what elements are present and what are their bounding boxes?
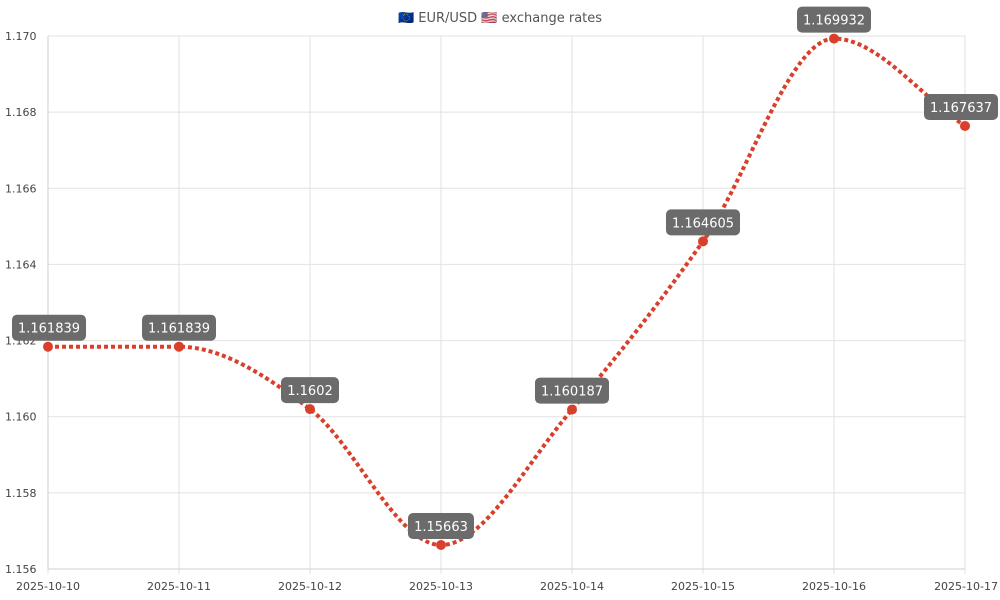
chart-title: 🇪🇺 EUR/USD 🇺🇸 exchange rates xyxy=(398,11,602,26)
data-point[interactable] xyxy=(829,33,839,44)
data-label-bg xyxy=(12,314,86,341)
data-label: 1.160187 xyxy=(535,377,609,404)
x-tick-label: 2025-10-13 xyxy=(409,580,473,593)
data-point[interactable] xyxy=(174,341,184,352)
data-point[interactable] xyxy=(43,341,53,352)
data-label-bg xyxy=(797,6,871,33)
data-label-text: 1.167637 xyxy=(930,101,992,116)
data-point[interactable] xyxy=(567,404,577,415)
data-point[interactable] xyxy=(305,404,315,415)
y-tick-label: 1.166 xyxy=(5,182,37,195)
data-labels: 1.161839 1.161839 1.1602 1.15663 1.160187 1.1… xyxy=(12,6,998,540)
data-point[interactable] xyxy=(436,540,446,551)
data-point[interactable] xyxy=(960,120,970,131)
x-tick-label: 2025-10-17 xyxy=(934,580,998,593)
data-label: 1.164605 xyxy=(666,209,740,236)
data-label: 1.161839 xyxy=(142,314,216,341)
axes: 1.1561.1581.1601.1621.1641.1661.1681.170… xyxy=(5,30,998,593)
grid xyxy=(47,35,966,574)
y-tick-label: 1.158 xyxy=(5,487,37,500)
data-label: 1.169932 xyxy=(797,6,871,33)
data-label-bg xyxy=(281,377,339,404)
y-tick-label: 1.156 xyxy=(5,563,37,576)
x-tick-label: 2025-10-16 xyxy=(802,580,866,593)
y-tick-label: 1.170 xyxy=(5,30,37,43)
x-tick-label: 2025-10-14 xyxy=(540,580,604,593)
x-tick-label: 2025-10-15 xyxy=(671,580,735,593)
y-tick-label: 1.168 xyxy=(5,106,37,119)
data-point[interactable] xyxy=(698,236,708,247)
series-line xyxy=(48,36,967,548)
data-label-bg xyxy=(666,209,740,236)
data-label-text: 1.169932 xyxy=(803,14,865,29)
x-tick-label: 2025-10-10 xyxy=(16,580,80,593)
data-label-text: 1.161839 xyxy=(18,322,80,337)
data-label-text: 1.164605 xyxy=(672,216,734,231)
data-label: 1.1602 xyxy=(281,377,339,404)
data-label: 1.161839 xyxy=(12,314,86,341)
y-tick-label: 1.160 xyxy=(5,411,37,424)
data-label-text: 1.15663 xyxy=(414,520,468,535)
x-tick-label: 2025-10-12 xyxy=(278,580,342,593)
data-label-text: 1.161839 xyxy=(148,322,210,337)
data-points xyxy=(43,33,970,551)
data-label-bg xyxy=(924,93,998,120)
y-tick-label: 1.164 xyxy=(5,258,37,271)
data-label-bg xyxy=(142,314,216,341)
data-label-text: 1.160187 xyxy=(541,385,603,400)
x-tick-label: 2025-10-11 xyxy=(147,580,211,593)
data-label-text: 1.1602 xyxy=(287,384,333,399)
data-label: 1.15663 xyxy=(408,513,474,540)
series-line-group xyxy=(48,36,967,548)
data-label: 1.167637 xyxy=(924,93,998,120)
data-label-bg xyxy=(408,513,474,540)
data-label-bg xyxy=(535,377,609,404)
